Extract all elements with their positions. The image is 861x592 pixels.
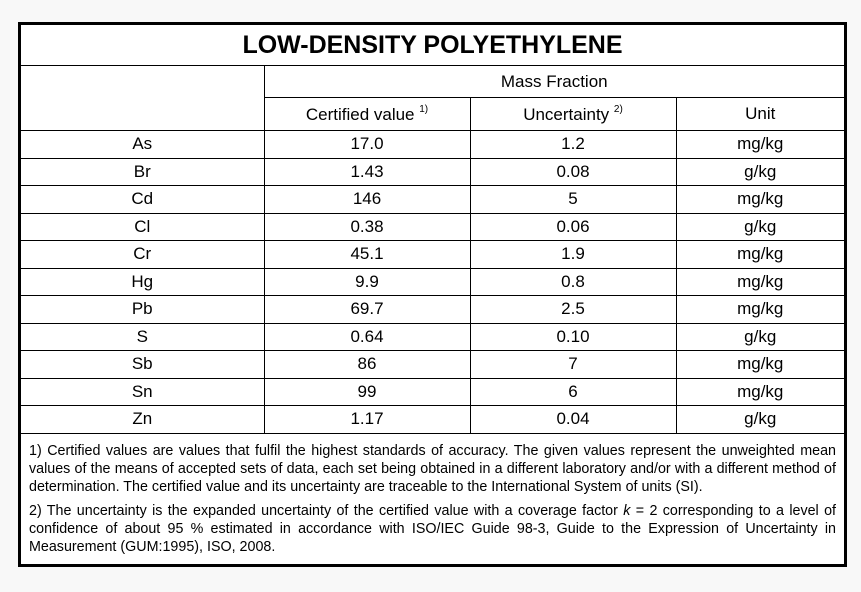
element-cell: As xyxy=(21,130,265,159)
certified-values-table: LOW-DENSITY POLYETHYLENE Mass Fraction C… xyxy=(21,25,844,434)
unit-cell: g/kg xyxy=(675,405,844,434)
certified-value-cell: 1.17 xyxy=(263,405,471,434)
uncertainty-cell: 1.9 xyxy=(469,240,677,269)
certified-value-cell: 0.64 xyxy=(263,322,471,351)
uncertainty-cell: 0.8 xyxy=(469,267,677,296)
uncertainty-cell: 0.06 xyxy=(469,212,677,241)
mass-fraction-header: Mass Fraction xyxy=(263,65,844,98)
certified-value-label: Certified value xyxy=(305,104,415,124)
element-header xyxy=(21,65,265,131)
table-row: Br 1.43 0.08 g/kg xyxy=(21,157,844,186)
uncertainty-cell: 1.2 xyxy=(469,130,677,159)
footnote-2-text: 2) The uncertainty is the expanded uncer… xyxy=(29,502,624,519)
element-cell: Hg xyxy=(21,267,265,296)
table-row: Sn 99 6 mg/kg xyxy=(21,377,844,406)
certified-value-cell: 69.7 xyxy=(263,295,471,324)
table-row: Hg 9.9 0.8 mg/kg xyxy=(21,267,844,296)
uncertainty-cell: 0.04 xyxy=(469,405,677,434)
certified-value-cell: 45.1 xyxy=(263,240,471,269)
unit-header: Unit xyxy=(675,97,844,131)
table-row: As 17.0 1.2 mg/kg xyxy=(21,130,844,159)
element-cell: Cr xyxy=(21,240,265,269)
certificate-table-box: LOW-DENSITY POLYETHYLENE Mass Fraction C… xyxy=(18,22,847,567)
unit-cell: mg/kg xyxy=(675,240,844,269)
table-row: Cl 0.38 0.06 g/kg xyxy=(21,212,844,241)
certified-value-cell: 1.43 xyxy=(263,157,471,186)
unit-cell: g/kg xyxy=(675,322,844,351)
table-row: Sb 86 7 mg/kg xyxy=(21,350,844,379)
table-row: Zn 1.17 0.04 g/kg xyxy=(21,405,844,434)
unit-cell: mg/kg xyxy=(675,185,844,214)
uncertainty-cell: 6 xyxy=(469,377,677,406)
certified-value-cell: 0.38 xyxy=(263,212,471,241)
table-row: S 0.64 0.10 g/kg xyxy=(21,322,844,351)
uncertainty-cell: 2.5 xyxy=(469,295,677,324)
element-cell: Pb xyxy=(21,295,265,324)
uncertainty-cell: 0.08 xyxy=(469,157,677,186)
table-row: Cr 45.1 1.9 mg/kg xyxy=(21,240,844,269)
certified-value-cell: 146 xyxy=(263,185,471,214)
element-cell: Zn xyxy=(21,405,265,434)
unit-cell: mg/kg xyxy=(675,267,844,296)
certified-value-cell: 99 xyxy=(263,377,471,406)
table-row: Cd 146 5 mg/kg xyxy=(21,185,844,214)
table-title: LOW-DENSITY POLYETHYLENE xyxy=(21,25,844,66)
footnote-1: 1) Certified values are values that fulf… xyxy=(29,442,836,495)
unit-cell: mg/kg xyxy=(675,350,844,379)
certified-value-cell: 17.0 xyxy=(263,130,471,159)
certified-value-cell: 9.9 xyxy=(263,267,471,296)
unit-cell: mg/kg xyxy=(675,377,844,406)
footnote-ref-2: 2) xyxy=(613,103,623,115)
element-cell: Sn xyxy=(21,377,265,406)
uncertainty-cell: 0.10 xyxy=(469,322,677,351)
unit-cell: mg/kg xyxy=(675,295,844,324)
uncertainty-label: Uncertainty xyxy=(523,104,610,124)
unit-cell: g/kg xyxy=(675,157,844,186)
footnotes: 1) Certified values are values that fulf… xyxy=(21,434,844,564)
unit-cell: mg/kg xyxy=(675,130,844,159)
element-cell: Sb xyxy=(21,350,265,379)
element-cell: S xyxy=(21,322,265,351)
footnote-2-text-cont: = 2 corresponding to a level of confiden… xyxy=(29,502,837,555)
footnote-2: 2) The uncertainty is the expanded uncer… xyxy=(29,502,836,556)
coverage-factor-symbol: k xyxy=(623,502,631,519)
uncertainty-header: Uncertainty 2) xyxy=(469,97,677,131)
uncertainty-cell: 5 xyxy=(469,185,677,214)
element-cell: Br xyxy=(21,157,265,186)
uncertainty-cell: 7 xyxy=(469,350,677,379)
element-cell: Cd xyxy=(21,185,265,214)
element-cell: Cl xyxy=(21,212,265,241)
certified-value-header: Certified value 1) xyxy=(264,97,471,131)
certified-value-cell: 86 xyxy=(263,350,471,379)
footnote-ref-1: 1) xyxy=(419,103,429,115)
unit-cell: g/kg xyxy=(675,212,844,241)
table-row: Pb 69.7 2.5 mg/kg xyxy=(21,295,844,324)
